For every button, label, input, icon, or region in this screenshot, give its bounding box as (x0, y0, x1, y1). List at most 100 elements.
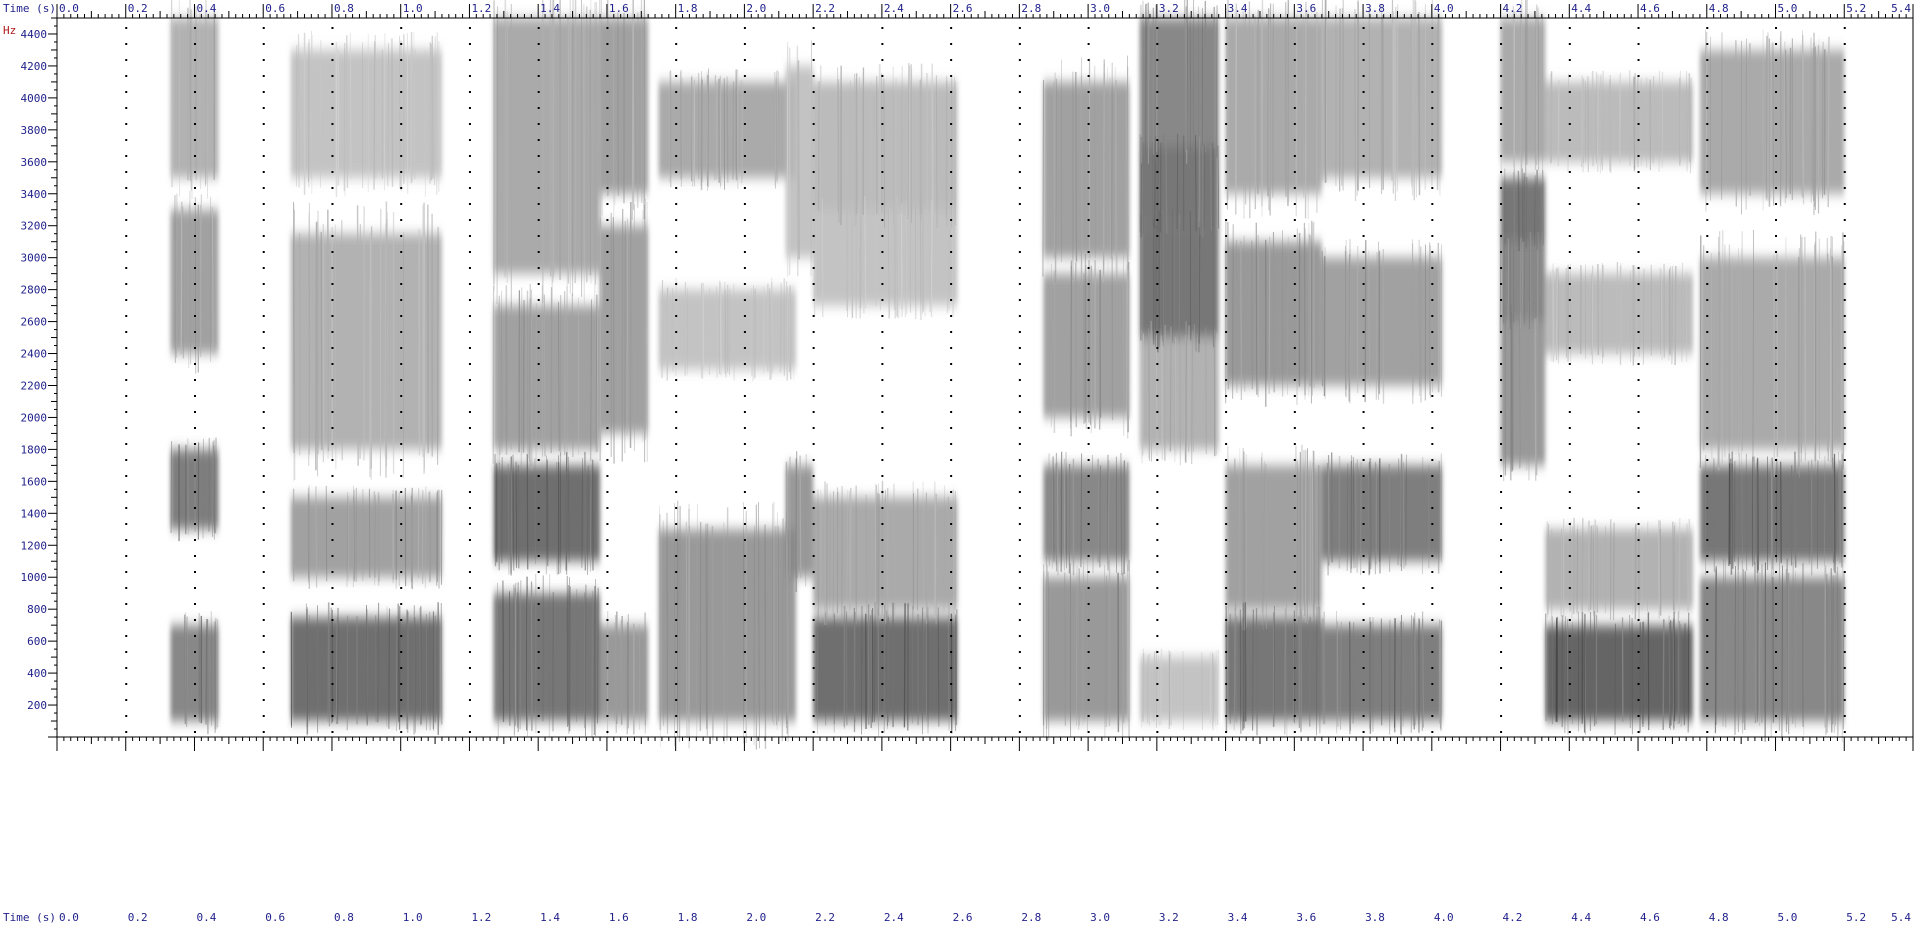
grid-dot (1500, 331, 1503, 333)
grid-dot (1362, 683, 1365, 685)
grid-dot (1568, 139, 1571, 141)
grid-dot (262, 91, 265, 93)
grid-dot (1568, 491, 1571, 493)
grid-dot (675, 731, 678, 733)
spectral-striation (1120, 452, 1123, 576)
grid-dot (1431, 667, 1434, 669)
grid-dot (743, 443, 746, 445)
grid-dot (812, 27, 815, 29)
grid-dot (1156, 475, 1159, 477)
grid-dot (1637, 251, 1640, 253)
grid-dot (1568, 123, 1571, 125)
grid-dot (1706, 411, 1709, 413)
grid-dot (1706, 731, 1709, 733)
formant-band (170, 18, 219, 178)
grid-dot (1018, 539, 1021, 541)
formant-band (1500, 321, 1546, 466)
grid-dot (537, 331, 540, 333)
time-axis-title-top: Time (s) (3, 2, 56, 15)
grid-dot (1087, 507, 1090, 509)
grid-dot (193, 251, 196, 253)
spectral-striation (504, 0, 506, 277)
spectral-striation (369, 232, 372, 478)
formant-band (1545, 81, 1694, 162)
spectral-striation (893, 483, 896, 616)
grid-dot (1087, 459, 1090, 461)
grid-dot (1431, 427, 1434, 429)
formant-band (1139, 657, 1219, 722)
grid-dot (743, 571, 746, 573)
grid-dot (262, 59, 265, 61)
spectral-striation (1734, 566, 1736, 735)
spectral-striation (205, 619, 208, 725)
grid-dot (743, 347, 746, 349)
grid-dot (1225, 507, 1228, 509)
spectral-striation (1234, 458, 1237, 610)
grid-dot (400, 651, 403, 653)
grid-dot (675, 347, 678, 349)
spectral-striation (1405, 454, 1407, 566)
grid-dot (812, 427, 815, 429)
grid-dot (331, 27, 334, 29)
grid-dot (1362, 107, 1365, 109)
spectral-striation (1402, 462, 1405, 569)
grid-dot (1568, 667, 1571, 669)
formant-band (1321, 257, 1443, 386)
grid-dot (1637, 27, 1640, 29)
grid-dot (950, 379, 953, 381)
grid-dot (1156, 267, 1159, 269)
grid-dot (743, 107, 746, 109)
grid-dot (1225, 571, 1228, 573)
grid-dot (606, 27, 609, 29)
grid-dot (468, 315, 471, 317)
spectral-striation (1431, 257, 1433, 393)
grid-dot (1568, 251, 1571, 253)
grid-dot (331, 107, 334, 109)
grid-dot (1775, 667, 1778, 669)
grid-dot (1706, 139, 1709, 141)
spectral-striation (1255, 222, 1258, 395)
spectral-striation (1772, 457, 1774, 576)
grid-dot (1156, 491, 1159, 493)
spectral-striation (1194, 210, 1196, 352)
grid-dot (743, 651, 746, 653)
grid-dot (331, 651, 334, 653)
spectral-striation (331, 610, 334, 723)
grid-dot (675, 379, 678, 381)
spectral-striation (1547, 523, 1550, 615)
grid-dot (1156, 283, 1159, 285)
time-tick-label-top: 4.4 (1571, 2, 1591, 15)
grid-dot (1843, 59, 1846, 61)
grid-dot (1018, 523, 1021, 525)
spectral-striation (346, 35, 349, 189)
spectral-striation (1142, 653, 1145, 722)
spectral-striation (1542, 170, 1544, 245)
grid-dot (881, 187, 884, 189)
grid-dot (468, 571, 471, 573)
spectral-striation (1800, 237, 1803, 463)
grid-dot (125, 619, 128, 621)
frequency-tick-label: 4400 (21, 28, 48, 41)
grid-dot (1156, 59, 1159, 61)
grid-dot (193, 459, 196, 461)
grid-dot (1500, 651, 1503, 653)
grid-dot (743, 475, 746, 477)
grid-dot (193, 139, 196, 141)
time-tick-label-top: 2.8 (1021, 2, 1041, 15)
grid-dot (1156, 459, 1159, 461)
grid-dot (1087, 475, 1090, 477)
grid-dot (537, 539, 540, 541)
grid-dot (331, 283, 334, 285)
grid-dot (812, 651, 815, 653)
grid-dot (743, 123, 746, 125)
spectral-striation (336, 607, 339, 724)
time-tick-label-bottom: 2.4 (884, 911, 904, 924)
grid-dot (400, 315, 403, 317)
grid-dot (537, 619, 540, 621)
grid-dot (1637, 171, 1640, 173)
time-tick-label-bottom: 0.0 (59, 911, 79, 924)
grid-dot (1568, 347, 1571, 349)
grid-dot (400, 715, 403, 717)
grid-dot (1500, 443, 1503, 445)
